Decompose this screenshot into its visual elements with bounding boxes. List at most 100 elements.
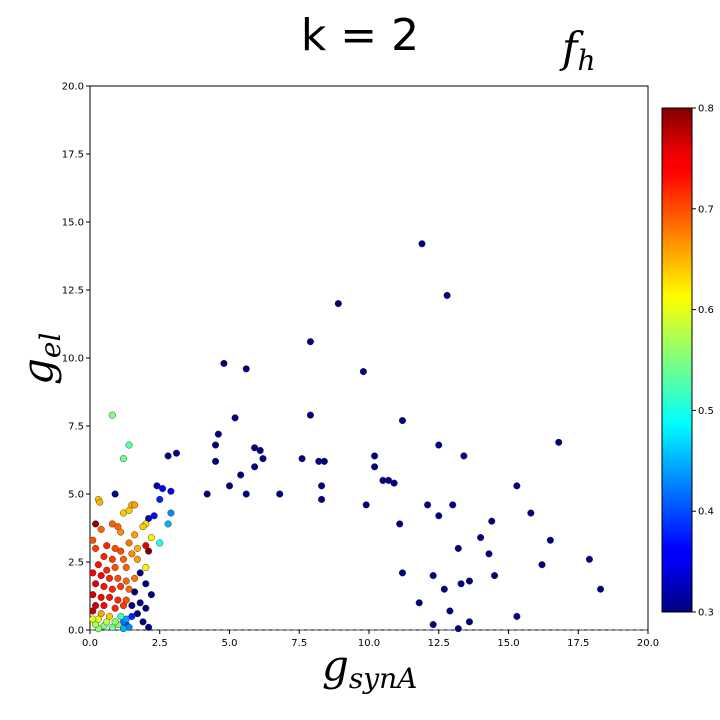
data-points — [89, 240, 605, 633]
scatter-point — [585, 555, 593, 563]
scatter-point — [103, 618, 111, 626]
scatter-point — [108, 411, 116, 419]
scatter-point — [89, 591, 97, 599]
scatter-point — [164, 452, 172, 460]
scatter-point — [142, 563, 150, 571]
colorbar-tick-label: 0.4 — [698, 507, 714, 518]
colorbar-tick-label: 0.6 — [698, 305, 714, 316]
scatter-point — [371, 452, 379, 460]
scatter-point — [92, 580, 100, 588]
scatter-point — [119, 455, 127, 463]
scatter-point — [111, 563, 119, 571]
x-tick-label: 5.0 — [222, 638, 238, 649]
x-tick-label: 7.5 — [291, 638, 307, 649]
scatter-point — [396, 520, 404, 528]
scatter-point — [119, 509, 127, 517]
scatter-point — [513, 482, 521, 490]
scatter-point — [424, 501, 432, 509]
colorbar-tick-label: 0.8 — [698, 104, 714, 115]
scatter-point — [145, 514, 153, 522]
colorbar-tick-label: 0.7 — [698, 204, 714, 215]
scatter-point — [142, 542, 150, 550]
scatter-point — [122, 596, 130, 604]
scatter-point — [89, 536, 97, 544]
scatter-point — [92, 544, 100, 552]
scatter-point — [92, 520, 100, 528]
scatter-point — [100, 582, 108, 590]
scatter-point — [237, 471, 245, 479]
scatter-point — [117, 528, 125, 536]
y-tick-label: 7.5 — [68, 422, 84, 433]
scatter-point — [488, 517, 496, 525]
scatter-point — [125, 506, 133, 514]
scatter-point — [125, 441, 133, 449]
scatter-point — [108, 520, 116, 528]
scatter-point — [133, 555, 141, 563]
chart-subtitle: fh — [559, 23, 596, 77]
x-tick-label: 12.5 — [428, 638, 450, 649]
scatter-point — [114, 523, 122, 531]
scatter-point — [225, 482, 233, 490]
scatter-point — [298, 455, 306, 463]
scatter-point — [131, 501, 139, 509]
scatter-point — [418, 240, 426, 248]
scatter-point — [334, 300, 342, 308]
scatter-point — [108, 585, 116, 593]
scatter-point — [435, 512, 443, 520]
colorbar-ticks: 0.3 0.4 0.5 0.6 0.7 0.8 — [692, 104, 714, 619]
scatter-point — [251, 444, 259, 452]
scatter-point — [97, 610, 105, 618]
scatter-point — [94, 561, 102, 569]
scatter-point — [306, 411, 314, 419]
scatter-point — [106, 612, 114, 620]
scatter-point — [164, 520, 172, 528]
x-tick-label: 17.5 — [567, 638, 589, 649]
scatter-point — [390, 479, 398, 487]
x-tick-label: 10.0 — [358, 638, 380, 649]
scatter-point — [172, 449, 180, 457]
scatter-point — [122, 563, 130, 571]
colorbar-tick-label: 0.3 — [698, 608, 714, 619]
scatter-point — [477, 534, 485, 542]
scatter-point — [435, 441, 443, 449]
scatter-point — [145, 547, 153, 555]
scatter-point — [111, 490, 119, 498]
colorbar-tick-label: 0.5 — [698, 406, 714, 417]
scatter-point — [117, 547, 125, 555]
scatter-point — [153, 482, 161, 490]
scatter-point — [446, 607, 454, 615]
scatter-point — [306, 338, 314, 346]
scatter-point — [114, 596, 122, 604]
y-tick-label: 5.0 — [68, 490, 84, 501]
scatter-point — [147, 534, 155, 542]
scatter-point — [231, 414, 239, 422]
scatter-point — [117, 582, 125, 590]
scatter-point — [139, 618, 147, 626]
scatter-point — [108, 555, 116, 563]
scatter-point — [117, 612, 125, 620]
scatter-point — [555, 438, 563, 446]
scatter-point — [385, 476, 393, 484]
scatter-point — [167, 487, 175, 495]
scatter-point — [111, 618, 119, 626]
scatter-point — [136, 599, 144, 607]
scatter-point — [96, 498, 104, 506]
scatter-point — [133, 610, 141, 618]
scatter-point — [429, 621, 437, 629]
scatter-point — [318, 482, 326, 490]
scatter-point — [212, 457, 220, 465]
scatter-point — [256, 446, 264, 454]
scatter-point — [142, 580, 150, 588]
scatter-point — [125, 585, 133, 593]
scatter-point — [100, 553, 108, 561]
scatter-point — [429, 572, 437, 580]
scatter-point — [119, 555, 127, 563]
scatter-point — [443, 291, 451, 299]
scatter-point — [89, 607, 97, 615]
scatter-point — [100, 602, 108, 610]
scatter-point — [485, 550, 493, 558]
scatter-point — [103, 566, 111, 574]
scatter-point — [527, 509, 535, 517]
scatter-point — [460, 452, 468, 460]
